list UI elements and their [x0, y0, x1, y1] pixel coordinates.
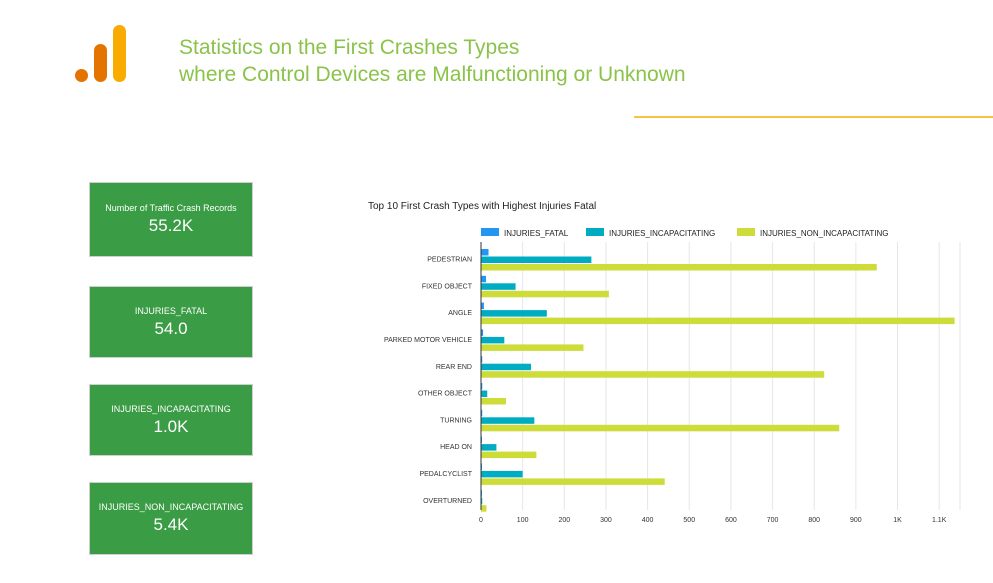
y-category-label: FIXED OBJECT: [422, 283, 473, 290]
x-tick-label: 300: [600, 517, 612, 524]
scorecard-injuries-fatal: INJURIES_FATAL 54.0: [89, 286, 253, 358]
x-tick-label: 800: [808, 517, 820, 524]
bar-injuries-fatal: [481, 275, 486, 283]
scorecard-value: 54.0: [154, 318, 188, 338]
legend-swatch: [737, 228, 755, 236]
bar-injuries-non-incapacitating: [481, 505, 487, 512]
legend-label: INJURIES_NON_INCAPACITATING: [760, 229, 888, 238]
x-tick-label: 500: [683, 517, 695, 524]
bar-injuries-non-incapacitating: [481, 424, 840, 432]
bar-injuries-fatal: [481, 409, 483, 417]
x-tick-label: 0: [479, 517, 483, 524]
bar-injuries-non-incapacitating: [481, 478, 665, 485]
bar-injuries-incapacitating: [481, 310, 547, 317]
y-category-label: OTHER OBJECT: [418, 391, 473, 398]
bar-injuries-non-incapacitating: [481, 451, 537, 459]
accent-divider: [634, 116, 993, 118]
scorecard-traffic-crash-records: Number of Traffic Crash Records 55.2K: [89, 182, 253, 257]
bar-injuries-fatal: [481, 302, 484, 310]
page-title-line-1: Statistics on the First Crashes Types: [179, 36, 520, 59]
bar-injuries-fatal: [481, 329, 484, 336]
x-tick-label: 900: [850, 517, 862, 524]
x-tick-label: 700: [767, 517, 779, 524]
bar-injuries-fatal: [481, 249, 489, 256]
bar-injuries-non-incapacitating: [481, 371, 825, 378]
bar-injuries-incapacitating: [481, 256, 592, 263]
x-tick-label: 600: [725, 517, 737, 524]
legend-label: INJURIES_INCAPACITATING: [609, 229, 715, 238]
scorecard-value: 1.0K: [153, 416, 189, 436]
legend-swatch: [481, 228, 499, 236]
bar-injuries-non-incapacitating: [481, 398, 506, 405]
bar-injuries-non-incapacitating: [481, 344, 584, 351]
page-title-line-2: where Control Devices are Malfunctioning…: [179, 63, 686, 86]
y-category-label: ANGLE: [448, 310, 472, 317]
bar-injuries-incapacitating: [481, 336, 505, 344]
y-category-label: PEDALCYCLIST: [419, 471, 472, 478]
bar-injuries-non-incapacitating: [481, 290, 609, 298]
bar-injuries-incapacitating: [481, 497, 483, 505]
scorecard-injuries-non-incapacitating: INJURIES_NON_INCAPACITATING 5.4K: [89, 482, 253, 555]
x-tick-label: 100: [517, 517, 529, 524]
bar-injuries-incapacitating: [481, 444, 497, 451]
scorecard-label: Number of Traffic Crash Records: [105, 203, 237, 213]
scorecard-label: INJURIES_INCAPACITATING: [111, 403, 231, 414]
chart-title: Top 10 First Crash Types with Highest In…: [368, 201, 596, 212]
bar-injuries-fatal: [481, 383, 483, 390]
y-category-label: PARKED MOTOR VEHICLE: [384, 337, 472, 344]
bar-injuries-non-incapacitating: [481, 264, 877, 271]
scorecard-label: INJURIES_NON_INCAPACITATING: [98, 502, 244, 512]
bar-injuries-fatal: [481, 356, 483, 363]
bar-chart: Top 10 First Crash Types with Highest In…: [368, 201, 961, 524]
y-category-label: OVERTURNED: [423, 498, 472, 505]
y-category-label: HEAD ON: [440, 444, 472, 451]
x-tick-label: 1K: [893, 517, 902, 524]
x-tick-label: 200: [558, 517, 570, 524]
legend-label: INJURIES_FATAL: [504, 229, 569, 238]
bar-injuries-incapacitating: [481, 417, 535, 424]
x-tick-label: 400: [642, 517, 654, 524]
analytics-logo-icon: [75, 25, 126, 82]
scorecard-value: 5.4K: [153, 515, 189, 534]
bar-injuries-incapacitating: [481, 283, 516, 290]
scorecard-value: 55.2K: [148, 216, 194, 235]
page-title: Statistics on the First Crashes Types wh…: [179, 34, 686, 88]
legend-swatch: [586, 228, 604, 236]
bar-injuries-incapacitating: [481, 390, 488, 397]
bar-injuries-incapacitating: [481, 363, 531, 371]
y-category-label: PEDESTRIAN: [427, 257, 472, 264]
scorecard-injuries-incapacitating: INJURIES_INCAPACITATING 1.0K: [89, 384, 253, 456]
y-category-label: TURNING: [440, 417, 472, 424]
bar-injuries-incapacitating: [481, 470, 523, 478]
y-category-label: REAR END: [436, 364, 472, 371]
x-tick-label: 1.1K: [932, 517, 947, 524]
scorecard-label: INJURIES_FATAL: [134, 305, 208, 316]
bar-injuries-non-incapacitating: [481, 317, 955, 325]
